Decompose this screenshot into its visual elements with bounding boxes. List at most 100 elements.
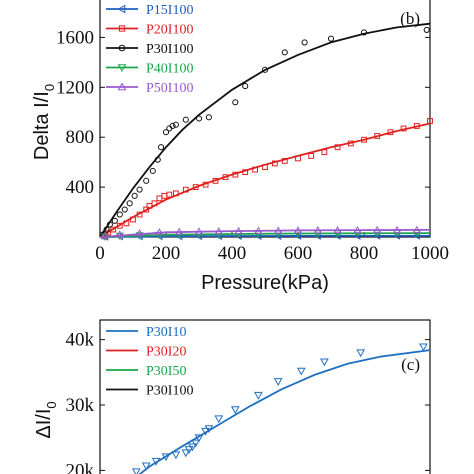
data-point-P20I100 (413, 123, 420, 129)
data-point-P50I100 (293, 226, 303, 234)
data-point-P30I100 (242, 83, 249, 90)
data-point-P30I100 (131, 192, 138, 199)
data-point-P20I100 (222, 174, 229, 181)
data-point-P20I100 (192, 184, 199, 191)
data-point-P30I100 (106, 221, 113, 228)
panel-b: 40080012001600200002004006008001000 P15I… (31, 0, 449, 294)
data-point-P30I10 (356, 349, 366, 358)
data-point-P30I100 (182, 116, 189, 123)
data-point-P20I100 (272, 160, 278, 167)
y-tick-label: 400 (66, 177, 95, 198)
data-point-P20I100 (123, 220, 130, 227)
data-point-P30I10 (204, 425, 214, 434)
data-point-P20I100 (116, 222, 123, 229)
data-point-P50I100 (254, 226, 263, 234)
data-point-P30I10 (151, 457, 161, 466)
data-point-P15I100 (353, 231, 361, 240)
data-point-P30I100 (261, 66, 269, 73)
legend-marker-P40I100 (117, 64, 127, 73)
y-tick-label: 20k (66, 460, 95, 474)
data-point-P15I100 (392, 231, 401, 240)
data-point-P30I10 (273, 378, 283, 386)
data-point-P30I100 (121, 206, 128, 213)
data-point-P30I10 (194, 434, 204, 443)
data-point-P30I100 (162, 129, 170, 136)
data-point-P50I100 (100, 232, 109, 240)
data-point-P50I100 (135, 229, 144, 237)
x-tick-label: 1000 (411, 243, 449, 264)
x-tick-label: 600 (284, 243, 313, 264)
data-point-P30I10 (320, 358, 329, 367)
y-tick-label: 800 (66, 127, 95, 148)
data-point-P20I100 (281, 158, 288, 164)
data-point-P20I100 (151, 200, 158, 207)
data-point-P30I100 (169, 122, 176, 130)
data-point-P30I100 (154, 156, 161, 163)
data-point-P30I100 (327, 35, 335, 42)
legend-label-P30I50: P30I50 (146, 364, 186, 379)
data-point-P20I100 (166, 191, 173, 198)
data-point-P20I100 (232, 171, 239, 178)
data-point-P30I100 (360, 29, 368, 36)
data-point-P20I100 (212, 177, 219, 184)
panel-b-plot-frame (99, 0, 431, 238)
legend-marker-P15I100 (117, 4, 126, 14)
data-point-P20I100 (136, 211, 143, 218)
data-point-P30I10 (254, 391, 263, 400)
data-point-P50I100 (155, 228, 164, 236)
data-point-P20I100 (427, 118, 433, 124)
data-point-P50I100 (214, 227, 223, 235)
panel-b-label: (b) (400, 9, 420, 28)
data-point-P30I10 (171, 451, 181, 460)
data-point-P20I100 (173, 190, 179, 197)
y-tick-label: 30k (66, 395, 95, 416)
data-point-P30I10 (141, 462, 151, 471)
data-point-P50I100 (115, 230, 124, 238)
data-point-P50I100 (175, 227, 184, 235)
panel-c-y-axis-title: ΔI/I0 (33, 401, 59, 438)
legend-marker-P30I100 (118, 44, 126, 52)
data-point-P20I100 (262, 164, 268, 171)
data-point-P20I100 (143, 206, 150, 213)
legend-label-P30I100: P30I100 (146, 42, 193, 57)
data-point-P30I10 (296, 367, 306, 376)
data-point-P20I100 (347, 140, 354, 147)
y-tick-label: 40k (66, 330, 95, 351)
legend-label-P50I100: P50I100 (146, 81, 193, 96)
legend-label-P30I20: P30I20 (146, 345, 186, 360)
data-point-P30I10 (181, 449, 191, 458)
legend-label-P20I100: P20I100 (146, 23, 193, 38)
data-point-P20I100 (182, 186, 189, 193)
data-point-P30I100 (116, 211, 123, 218)
panel-c-plot-frame (99, 319, 431, 474)
data-point-P20I100 (308, 153, 315, 159)
fit-line-P20I100 (99, 122, 431, 238)
data-point-P30I100 (143, 177, 150, 184)
data-point-P20I100 (156, 195, 163, 202)
x-tick-label: 400 (218, 243, 247, 264)
data-point-P50I100 (353, 225, 362, 234)
data-point-P20I100 (202, 181, 209, 188)
data-point-P20I100 (374, 133, 381, 139)
data-point-P30I10 (201, 427, 210, 436)
legend-marker-P20I100 (118, 25, 126, 32)
data-point-P20I100 (252, 166, 258, 173)
data-point-P30I100 (136, 186, 143, 193)
x-tick-label: 200 (152, 243, 181, 264)
data-point-P50I100 (194, 227, 204, 235)
data-point-P30I10 (191, 439, 201, 448)
data-point-P20I100 (110, 226, 117, 233)
data-point-P15I100 (412, 231, 420, 240)
data-point-P20I100 (321, 149, 328, 156)
data-point-P30I10 (230, 406, 240, 415)
data-point-P50I100 (274, 226, 283, 234)
data-point-P20I100 (400, 125, 407, 132)
data-point-P20I100 (105, 229, 112, 236)
data-point-P50I100 (234, 226, 243, 235)
data-point-P30I10 (184, 446, 194, 454)
data-point-P30I10 (161, 453, 171, 462)
data-point-P30I100 (103, 226, 110, 233)
data-point-P30I100 (232, 99, 239, 106)
